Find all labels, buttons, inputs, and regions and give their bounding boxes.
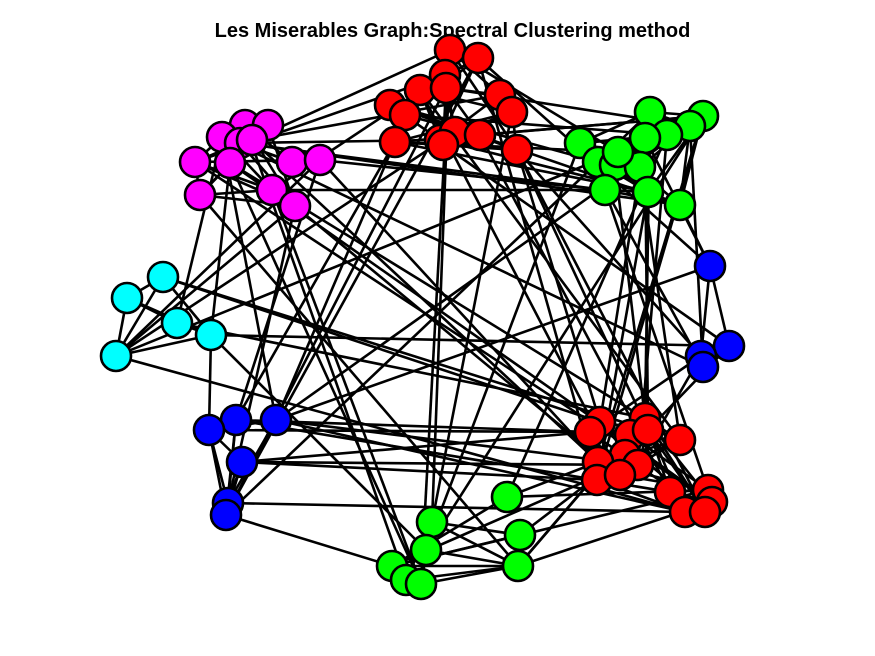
graph-node-blue-left — [209, 498, 243, 532]
graph-node-cyan-left — [194, 318, 228, 352]
graph-edge — [228, 162, 423, 585]
graph-node-red-bottom-right — [663, 423, 697, 457]
graph-node-blue-left — [192, 413, 226, 447]
graph-edge — [515, 149, 602, 423]
graph-node-green-bottom — [415, 505, 449, 539]
graph-edge — [638, 166, 682, 441]
graph-node-cyan-left — [99, 339, 133, 373]
graph-edge — [251, 48, 451, 142]
graph-node-blue-left — [259, 403, 293, 437]
graph-node-magenta-top-left — [278, 189, 312, 223]
graph-edge — [209, 162, 232, 336]
graph-node-blue-left — [219, 403, 253, 437]
graph-edge — [176, 321, 646, 420]
graph-node-red-bottom-right — [631, 413, 665, 447]
graph-node-red-top — [461, 41, 495, 75]
graph-node-green-top-right — [601, 135, 635, 169]
graph-edge — [274, 141, 397, 421]
figure-title: Les Miserables Graph:Spectral Clustering… — [214, 20, 691, 42]
graph-edge — [420, 564, 519, 586]
graph-node-cyan-left — [146, 260, 180, 294]
graph-node-magenta-top-left — [213, 146, 247, 180]
graph-edge — [476, 57, 599, 481]
graph-node-green-bottom — [404, 567, 438, 601]
graph-node-red-top — [429, 71, 463, 105]
graph-edge — [220, 136, 278, 421]
graph-edge — [275, 264, 711, 422]
graph-edge — [115, 150, 619, 358]
graph-node-red-top — [500, 133, 534, 167]
graph-node-blue-left — [225, 445, 259, 479]
graph-node-red-top — [495, 95, 529, 129]
graph-edge — [210, 334, 427, 551]
graph-node-magenta-top-left — [303, 143, 337, 177]
graph-node-red-top — [378, 125, 412, 159]
graph-edge — [603, 189, 714, 503]
graph-node-cyan-left — [110, 281, 144, 315]
graph-node-magenta-top-left — [178, 145, 212, 179]
graph-edge — [275, 418, 639, 467]
graph-edge — [424, 142, 582, 551]
graph-edge — [227, 501, 686, 514]
graph-node-red-bottom-right — [573, 415, 607, 449]
graph-node-green-top-right — [588, 173, 622, 207]
graph-edge — [251, 93, 501, 142]
graph-edge — [241, 460, 639, 467]
graph-node-red-top — [426, 128, 460, 162]
graph-node-green-bottom — [409, 533, 443, 567]
graph-node-red-bottom-right — [603, 458, 637, 492]
graph-edge — [115, 205, 296, 357]
graph-node-green-top-right — [663, 188, 697, 222]
graph-node-blue-right — [693, 249, 727, 283]
graph-edge — [688, 125, 705, 368]
graph-edge — [275, 418, 686, 514]
graph-edge — [199, 194, 519, 567]
graph-node-green-top-right — [631, 175, 665, 209]
graph-node-blue-right — [686, 350, 720, 384]
graph-node-green-bottom — [501, 549, 535, 583]
graph-node-magenta-top-left — [183, 178, 217, 212]
graph-node-red-bottom-right — [688, 495, 722, 529]
graph-node-blue-right — [712, 329, 746, 363]
graph-edge — [613, 164, 647, 419]
graph-edge — [162, 275, 649, 432]
graph-edge — [225, 513, 393, 568]
graph-node-red-top — [388, 98, 422, 132]
graph-node-magenta-top-left — [235, 123, 269, 157]
graph-node-green-bottom — [503, 518, 537, 552]
graph-edge — [210, 333, 730, 348]
graph-node-cyan-left — [160, 306, 194, 340]
graph-node-magenta-top-left — [255, 173, 289, 207]
graph-edge — [241, 460, 598, 482]
graph-edge — [224, 87, 448, 516]
graph-node-red-top — [463, 118, 497, 152]
graph-node-green-bottom — [490, 480, 524, 514]
graph-edge — [319, 159, 599, 463]
node-layer — [99, 33, 746, 601]
graph-node-green-top-right — [628, 121, 662, 155]
graph-node-magenta-top-left — [275, 145, 309, 179]
